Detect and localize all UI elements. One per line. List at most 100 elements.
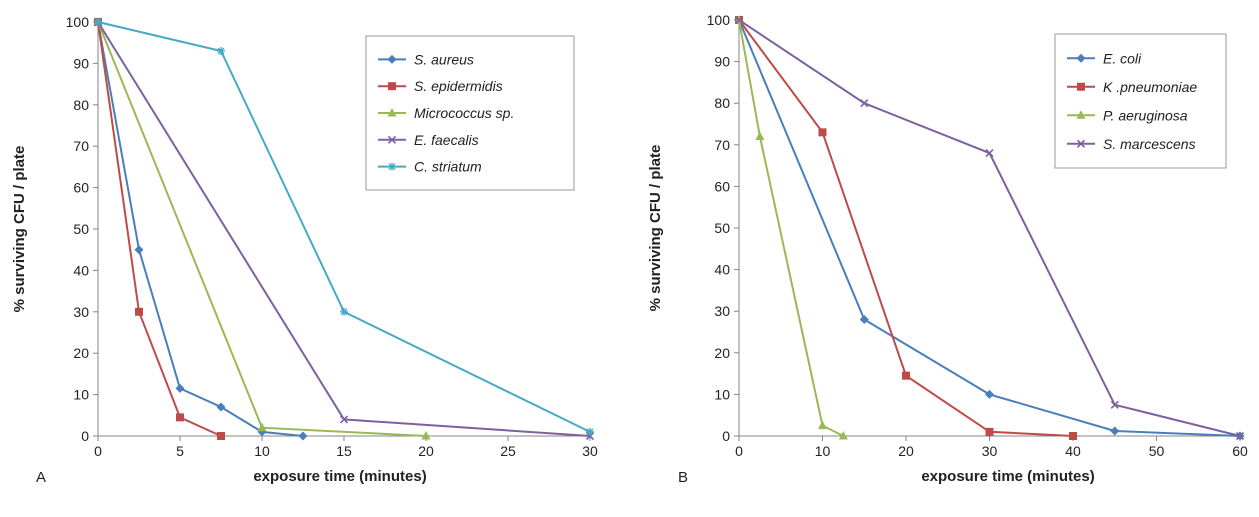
- legend-entry: E. coli: [1067, 50, 1142, 66]
- legend-label: S. aureus: [414, 51, 474, 67]
- x-tick-label: 15: [336, 443, 352, 459]
- data-point: [134, 245, 144, 255]
- data-point: [298, 431, 308, 441]
- legend-entry: C. striatum: [378, 159, 482, 175]
- legend-label: E. coli: [1103, 50, 1142, 66]
- legend: E. coli K .pneumoniae P. aeruginosa S. marc…: [1054, 33, 1227, 169]
- series-line: [97, 21, 222, 437]
- series-1: [93, 17, 308, 441]
- chart-panel-a: 0 10 20 30 40 50 60 70 80 90 100 0 5 10 15 20 25 30 % surv…: [11, 14, 598, 486]
- data-point: [860, 99, 869, 108]
- y-tick-label: 60: [73, 180, 89, 196]
- y-tick-label: 90: [714, 54, 730, 70]
- y-tick-label: 0: [81, 428, 89, 444]
- x-tick-label: 0: [735, 443, 743, 459]
- x-axis-title: exposure time (minutes): [921, 468, 1094, 485]
- data-point: [985, 389, 994, 399]
- legend-entry: S. marcescens: [1067, 136, 1196, 152]
- y-tick-label: 100: [66, 14, 90, 30]
- data-point: [217, 46, 225, 55]
- data-point: [1235, 431, 1245, 441]
- data-point: [859, 315, 869, 325]
- y-tick-label: 50: [714, 220, 730, 236]
- data-point: [1110, 426, 1120, 436]
- legend-label: K .pneumoniae: [1103, 79, 1197, 95]
- data-point: [175, 383, 185, 393]
- data-point: [838, 431, 848, 440]
- y-axis-title: % surviving CFU / plate: [647, 145, 664, 312]
- legend-marker: [388, 82, 396, 91]
- legend-marker: [387, 54, 397, 64]
- x-tick-label: 25: [500, 443, 516, 459]
- y-axis-title: % surviving CFU / plate: [11, 146, 28, 313]
- data-point: [985, 149, 994, 158]
- data-point: [985, 427, 994, 436]
- legend-marker: [1076, 53, 1086, 63]
- y-tick-label: 30: [714, 303, 730, 319]
- legend-label: E. faecalis: [414, 132, 479, 148]
- y-tick-label: 40: [73, 262, 89, 278]
- data-point: [135, 307, 143, 316]
- x-tick-label: 40: [1065, 443, 1081, 459]
- data-point: [1110, 400, 1119, 409]
- data-point: [1069, 432, 1077, 440]
- legend-marker: [1077, 82, 1085, 91]
- y-tick-label: 40: [714, 262, 730, 278]
- y-tick-label: 10: [73, 387, 89, 403]
- data-point: [176, 413, 184, 422]
- x-axis-title: exposure time (minutes): [253, 468, 426, 485]
- y-tick-label: 0: [722, 428, 730, 444]
- legend-label: C. striatum: [414, 159, 482, 175]
- series-2: [94, 18, 225, 440]
- y-tick-label: 70: [73, 138, 89, 154]
- series-5: [94, 18, 594, 436]
- y-tick-label: 20: [73, 345, 89, 361]
- x-tick-label: 50: [1149, 443, 1165, 459]
- legend-entry: P. aeruginosa: [1067, 107, 1188, 123]
- x-tick-label: 10: [254, 443, 270, 459]
- y-tick-label: 80: [714, 95, 730, 111]
- y-tick-label: 30: [73, 304, 89, 320]
- series-line: [738, 19, 844, 437]
- chart-panel-b: 0 10 20 30 40 50 60 70 80 90 100 0 10 20 30 40 50 60 % sur…: [647, 12, 1248, 486]
- legend-box: [365, 35, 575, 191]
- legend-label: S. marcescens: [1103, 136, 1196, 152]
- legend-entry: S. epidermidis: [378, 78, 503, 94]
- x-tick-label: 0: [94, 443, 102, 459]
- y-tick-label: 80: [73, 97, 89, 113]
- x-tick-label: 60: [1232, 443, 1248, 459]
- series-line: [97, 21, 591, 433]
- legend-marker: [1076, 110, 1086, 119]
- data-point: [818, 128, 827, 137]
- legend-label: P. aeruginosa: [1103, 107, 1188, 123]
- data-point: [902, 371, 910, 380]
- legend-marker: [387, 108, 397, 117]
- legend-label: S. epidermidis: [414, 78, 503, 94]
- data-point: [340, 307, 348, 316]
- data-point: [339, 415, 349, 424]
- y-tick-label: 70: [714, 137, 730, 153]
- data-point: [734, 15, 744, 25]
- legend-entry: S. aureus: [378, 51, 474, 67]
- y-tick-label: 100: [707, 12, 731, 28]
- legend-entry: Micrococcus sp.: [378, 105, 514, 121]
- legend-marker: [387, 135, 397, 144]
- x-tick-label: 20: [898, 443, 914, 459]
- y-tick-label: 20: [714, 345, 730, 361]
- legend-label: Micrococcus sp.: [414, 105, 514, 121]
- data-point: [818, 420, 827, 430]
- legend-entry: E. faecalis: [378, 132, 479, 148]
- x-tick-label: 20: [418, 443, 434, 459]
- data-point: [586, 427, 594, 436]
- data-point: [257, 422, 267, 432]
- y-tick-label: 10: [714, 386, 730, 402]
- data-point: [217, 432, 225, 440]
- series-4: [734, 15, 1245, 441]
- data-point: [216, 402, 226, 412]
- y-tick-label: 90: [73, 55, 89, 71]
- panel-label: A: [36, 469, 46, 486]
- panel-label: B: [678, 469, 688, 486]
- data-point: [94, 18, 102, 26]
- x-tick-label: 5: [176, 443, 184, 459]
